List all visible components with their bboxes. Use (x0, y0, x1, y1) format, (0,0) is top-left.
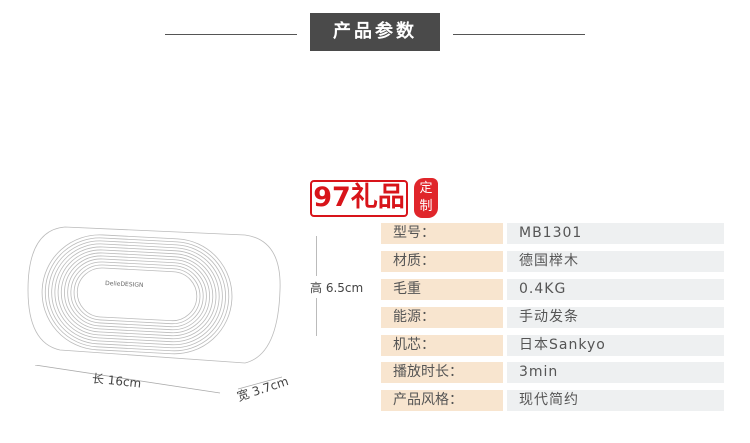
spec-value: 3min (507, 362, 724, 383)
custom-seal: 定制 (414, 178, 438, 218)
grille-ring (54, 246, 220, 343)
grille-ring (64, 255, 210, 334)
grille-ring (48, 240, 226, 349)
height-line-top (316, 236, 317, 276)
header-line-left (165, 34, 297, 35)
spec-row: 产品风格： 现代简约 (381, 390, 724, 411)
speaker-illustration: DelieDESIGN (27, 226, 281, 364)
spec-label: 播放时长： (381, 362, 503, 383)
width-line (237, 376, 283, 390)
seal-text: 定制 (419, 181, 433, 214)
grille-ring (67, 258, 207, 331)
spec-label: 型号： (381, 223, 503, 244)
spec-row: 毛重 0.4KG (381, 279, 724, 300)
spec-label: 机芯： (381, 335, 503, 356)
section-title: 产品参数 (310, 13, 440, 51)
dimension-lines (34, 365, 283, 394)
spec-label: 毛重 (381, 279, 503, 300)
header-line-right (453, 34, 585, 35)
dimension-height: 高 6.5cm (310, 281, 364, 295)
speaker-brand-text: DelieDESIGN (105, 280, 144, 289)
spec-value: 0.4KG (507, 279, 724, 300)
spec-value: 日本Sankyo (507, 335, 724, 356)
spec-row: 型号： MB1301 (381, 223, 724, 244)
spec-row: 播放时长： 3min (381, 362, 724, 383)
grille-ring (70, 261, 204, 328)
spec-label: 材质： (381, 251, 503, 272)
spec-row: 机芯： 日本Sankyo (381, 335, 724, 356)
grille-ring (76, 267, 198, 322)
height-line-bottom (316, 298, 317, 336)
spec-value: 手动发条 (507, 307, 724, 328)
spec-value: MB1301 (507, 223, 724, 244)
spec-value: 现代简约 (507, 390, 724, 411)
spec-label: 能源： (381, 307, 503, 328)
spec-value: 德国榉木 (507, 251, 724, 272)
grille-ring (57, 249, 217, 340)
logo: 97礼品 (310, 180, 408, 217)
grille-ring (44, 237, 230, 352)
grille-ring (73, 264, 201, 325)
spec-row: 能源： 手动发条 (381, 307, 724, 328)
spec-label: 产品风格： (381, 390, 503, 411)
length-line (34, 365, 221, 394)
grille-ring (60, 252, 214, 337)
grille-ring (51, 243, 223, 346)
spec-row: 材质： 德国榉木 (381, 251, 724, 272)
grille-ring (41, 234, 233, 355)
